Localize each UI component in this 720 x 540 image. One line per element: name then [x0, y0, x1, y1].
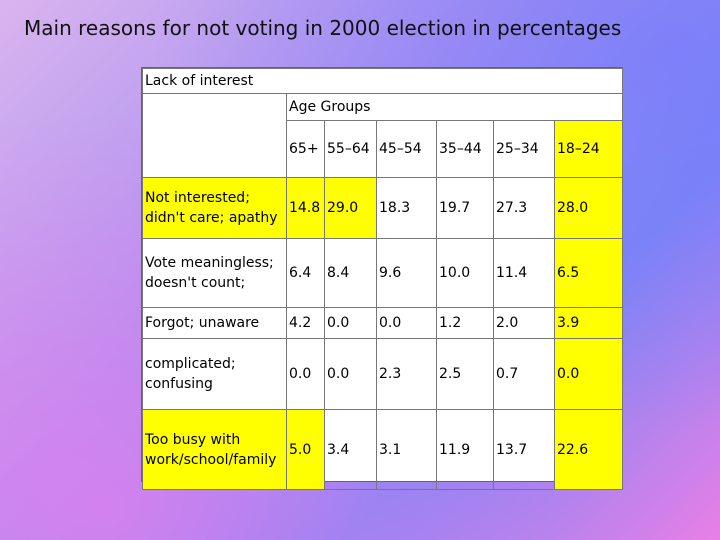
row-label-header-cell: [142, 93, 287, 178]
table-cell: 2.0: [493, 307, 555, 339]
table-row: Vote meaningless; doesn't count; 6.4 8.4…: [142, 238, 624, 308]
table-cell: 10.0: [436, 238, 494, 308]
table-cell: 2.3: [376, 338, 437, 410]
column-header: 65+: [286, 120, 325, 178]
table-cell: 0.7: [493, 338, 555, 410]
table-cell: 2.5: [436, 338, 494, 410]
table-cell: 19.7: [436, 177, 494, 239]
row-label: Not interested; didn't care; apathy: [142, 177, 287, 239]
column-header: 45–54: [376, 120, 437, 178]
table-row: Too busy with work/school/family 5.0 3.4…: [142, 409, 624, 490]
table-cell: 3.1: [376, 409, 437, 490]
row-label: Forgot; unaware: [142, 307, 287, 339]
table-cell: 28.0: [553, 177, 624, 239]
table-cell: 0.0: [324, 338, 377, 410]
table-cell: 0.0: [376, 307, 437, 339]
table-cell: 1.2: [436, 307, 494, 339]
age-groups-label: Age Groups: [285, 93, 624, 121]
table-cell: 6.4: [286, 238, 325, 308]
table-cell: 8.4: [324, 238, 377, 308]
row-label: Too busy with work/school/family: [142, 409, 287, 490]
table-cell: 22.6: [553, 409, 624, 490]
table-cell: 11.4: [493, 238, 555, 308]
table-cell: 0.0: [553, 338, 624, 410]
table-row: Forgot; unaware 4.2 0.0 0.0 1.2 2.0 3.9: [142, 307, 624, 339]
table-row: complicated; confusing 0.0 0.0 2.3 2.5 0…: [142, 338, 624, 410]
table-cell: 5.0: [286, 409, 325, 490]
table-cell: 0.0: [324, 307, 377, 339]
column-header: 35–44: [436, 120, 494, 178]
column-header: 18–24: [553, 120, 624, 178]
data-table: Lack of interest Age Groups 65+ 55–64 45…: [141, 68, 624, 490]
table-cell: 4.2: [286, 307, 325, 339]
table-cell: 3.4: [324, 409, 377, 490]
column-header: 55–64: [324, 120, 377, 178]
slide-title: Main reasons for not voting in 2000 elec…: [24, 16, 622, 40]
row-label: Vote meaningless; doesn't count;: [142, 238, 287, 308]
table-row: Not interested; didn't care; apathy 14.8…: [142, 177, 624, 239]
table-cell: 14.8: [286, 177, 325, 239]
table-cell: 3.9: [553, 307, 624, 339]
table-cell: 27.3: [493, 177, 555, 239]
table-cell: 6.5: [553, 238, 624, 308]
row-label: complicated; confusing: [142, 338, 287, 410]
table-cell: 11.9: [436, 409, 494, 490]
table-cell: 29.0: [324, 177, 377, 239]
table-cell: 0.0: [286, 338, 325, 410]
column-header: 25–34: [493, 120, 555, 178]
table-cell: 13.7: [493, 409, 555, 490]
table-cell: 18.3: [376, 177, 437, 239]
table-cell: 9.6: [376, 238, 437, 308]
table-header: Lack of interest: [141, 68, 624, 94]
data-table-container: Lack of interest Age Groups 65+ 55–64 45…: [141, 67, 624, 490]
